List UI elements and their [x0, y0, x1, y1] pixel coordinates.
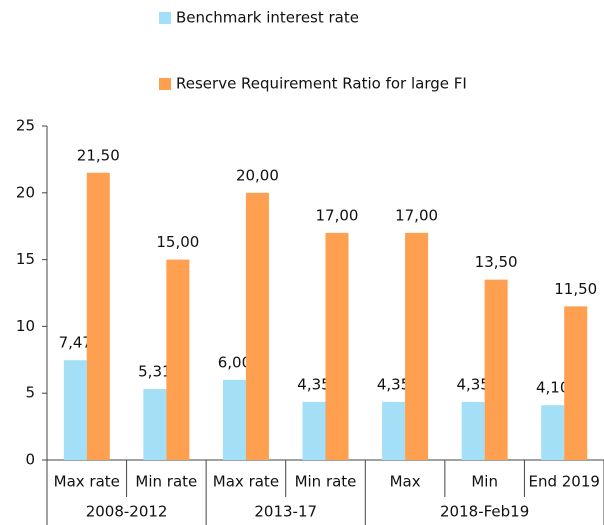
value-label: 15,00 — [156, 233, 199, 251]
value-label: 17,00 — [316, 206, 359, 224]
group-label: 2013-17 — [254, 503, 317, 521]
value-label: 20,00 — [236, 166, 279, 184]
bar — [166, 259, 190, 460]
group-label: 2018-Feb19 — [440, 503, 529, 521]
bar — [86, 172, 110, 460]
value-label: 6,00 — [218, 353, 251, 371]
value-label: 4,10 — [536, 379, 569, 397]
bar — [222, 379, 246, 460]
bar — [325, 232, 349, 460]
value-label: 7,47 — [59, 334, 92, 352]
y-tick-label: 15 — [16, 250, 35, 268]
value-label: 4,35 — [297, 375, 330, 393]
bar — [245, 192, 269, 461]
value-label: 13,50 — [475, 253, 518, 271]
y-tick-label: 10 — [16, 317, 35, 335]
bar — [302, 401, 326, 460]
x-tick-label: Max rate — [213, 473, 279, 491]
bar — [541, 405, 565, 460]
x-tick-label: Min — [471, 473, 498, 491]
bar — [484, 279, 508, 460]
value-label: 11,50 — [554, 280, 597, 298]
bar — [461, 401, 485, 460]
value-label: 21,50 — [77, 146, 120, 164]
legend-label: Benchmark interest rate — [176, 9, 359, 27]
bar — [143, 389, 167, 460]
legend-swatch — [159, 78, 171, 90]
y-tick-label: 25 — [16, 117, 35, 135]
value-label: 4,35 — [377, 375, 410, 393]
x-tick-label: Min rate — [135, 473, 197, 491]
y-tick-label: 5 — [25, 384, 35, 402]
bar — [63, 360, 87, 460]
bar — [564, 306, 588, 460]
value-label: 17,00 — [395, 206, 438, 224]
y-tick-label: 20 — [16, 183, 35, 201]
legend-label: Reserve Requirement Ratio for large FI — [176, 75, 467, 93]
x-tick-label: End 2019 — [528, 473, 599, 491]
group-label: 2008-2012 — [86, 503, 168, 521]
value-label: 5,31 — [138, 363, 171, 381]
bar — [382, 401, 406, 460]
legend-swatch — [159, 12, 171, 24]
x-tick-label: Max rate — [54, 473, 120, 491]
value-label: 4,35 — [456, 375, 489, 393]
bar — [405, 232, 429, 460]
x-tick-label: Max — [390, 473, 421, 491]
y-tick-label: 0 — [25, 451, 35, 469]
x-tick-label: Min rate — [295, 473, 357, 491]
